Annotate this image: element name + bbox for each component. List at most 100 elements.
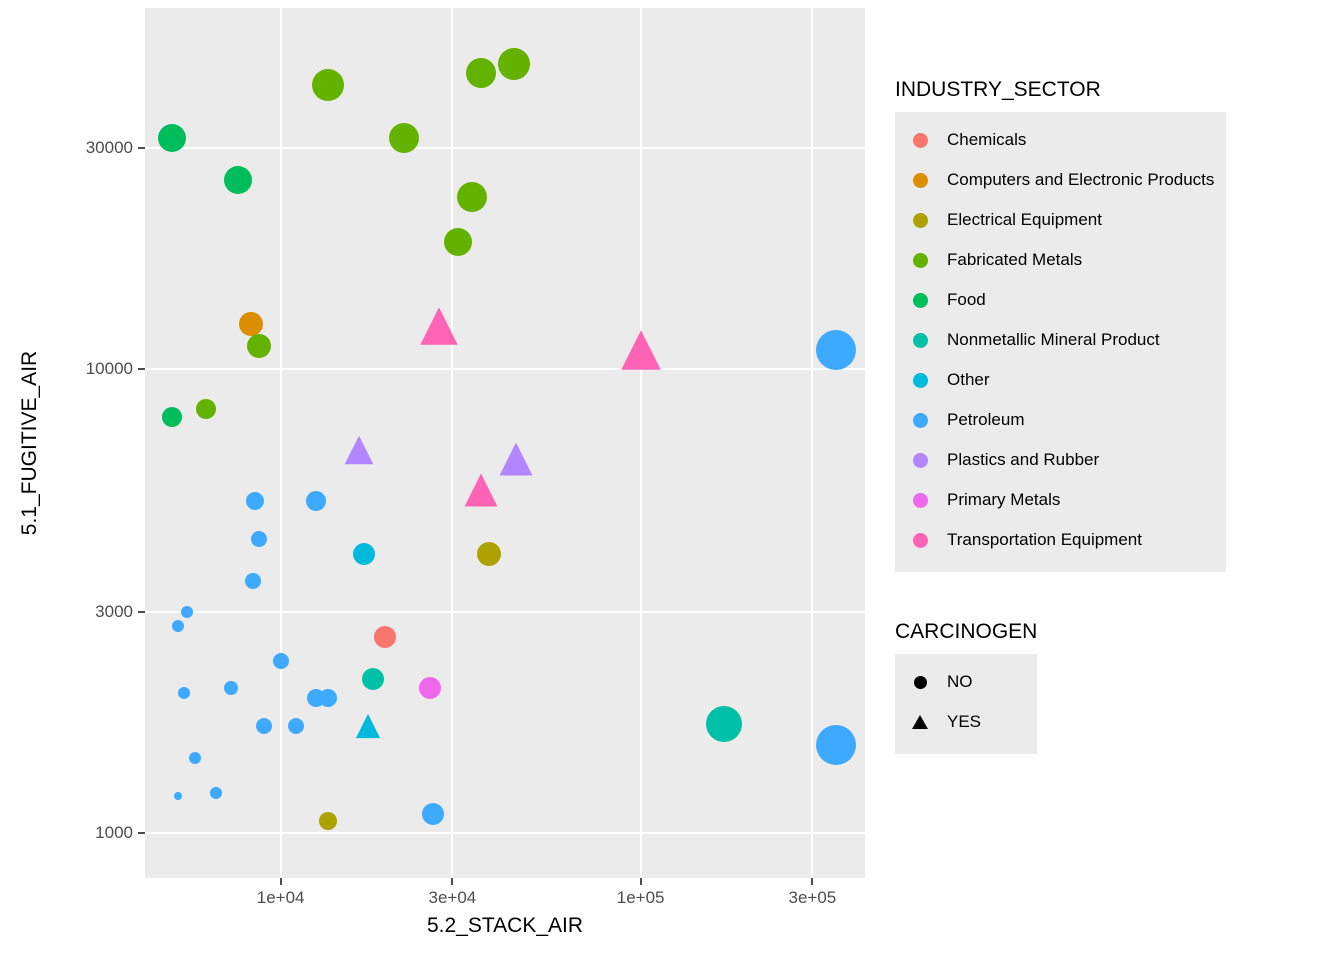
- data-point: [422, 803, 444, 825]
- y-gridline: [145, 611, 865, 613]
- y-tick-mark: [138, 368, 145, 370]
- y-tick-mark: [138, 147, 145, 149]
- data-point: [273, 653, 289, 669]
- data-point: [477, 542, 501, 566]
- legend-sector-box: ChemicalsComputers and Electronic Produc…: [895, 112, 1226, 572]
- legend-color-swatch: [907, 253, 933, 268]
- legend-color-swatch: [907, 373, 933, 388]
- data-point: [499, 442, 532, 475]
- data-point: [345, 435, 374, 464]
- x-gridline: [640, 8, 642, 878]
- y-gridline: [145, 832, 865, 834]
- data-point: [621, 330, 661, 370]
- y-tick-label: 10000: [86, 359, 133, 379]
- data-point: [362, 668, 384, 690]
- data-point: [816, 330, 856, 370]
- legend-item-label: Primary Metals: [947, 490, 1060, 510]
- legend-item-label: Fabricated Metals: [947, 250, 1082, 270]
- data-point: [444, 228, 472, 256]
- legend-item: Petroleum: [907, 400, 1214, 440]
- y-tick-label: 3000: [95, 602, 133, 622]
- legend-item-label: Electrical Equipment: [947, 210, 1102, 230]
- data-point: [420, 307, 457, 344]
- legend-carcinogen-title: CARCINOGEN: [895, 620, 1037, 644]
- data-point: [498, 48, 530, 80]
- x-gridline: [811, 8, 813, 878]
- legend-item: Food: [907, 280, 1214, 320]
- data-point: [210, 787, 222, 799]
- legend-carcinogen-box: NO YES: [895, 654, 1037, 754]
- legend-sector-title: INDUSTRY_SECTOR: [895, 78, 1226, 102]
- legend-item-label: Food: [947, 290, 986, 310]
- y-tick-mark: [138, 832, 145, 834]
- legend-color-swatch: [907, 333, 933, 348]
- data-point: [353, 543, 375, 565]
- legend-item-label: NO: [947, 672, 973, 692]
- y-axis-title: 5.1_FUGITIVE_AIR: [18, 351, 42, 535]
- legend-item: Computers and Electronic Products: [907, 160, 1214, 200]
- x-tick-label: 1e+04: [257, 888, 305, 908]
- data-point: [816, 725, 856, 765]
- data-point: [178, 687, 190, 699]
- legend-industry-sector: INDUSTRY_SECTOR ChemicalsComputers and E…: [895, 78, 1226, 572]
- data-point: [312, 69, 344, 101]
- data-point: [246, 492, 264, 510]
- data-point: [356, 714, 380, 738]
- data-point: [251, 531, 267, 547]
- legend-color-swatch: [907, 413, 933, 428]
- legend-color-swatch: [907, 533, 933, 548]
- x-tick-label: 1e+05: [617, 888, 665, 908]
- legend-color-swatch: [907, 133, 933, 148]
- legend-color-swatch: [907, 213, 933, 228]
- x-gridline: [280, 8, 282, 878]
- data-point: [319, 812, 337, 830]
- x-tick-mark: [280, 878, 282, 885]
- legend-color-swatch: [907, 173, 933, 188]
- legend-item-label: Petroleum: [947, 410, 1024, 430]
- legend-item: Other: [907, 360, 1214, 400]
- data-point: [189, 752, 201, 764]
- legend-item: Plastics and Rubber: [907, 440, 1214, 480]
- data-point: [457, 182, 487, 212]
- chart-container: 5.2_STACK_AIR 5.1_FUGITIVE_AIR INDUSTRY_…: [0, 0, 1344, 960]
- legend-item-label: Plastics and Rubber: [947, 450, 1099, 470]
- data-point: [256, 718, 272, 734]
- legend-item: YES: [907, 702, 1025, 742]
- data-point: [247, 334, 271, 358]
- legend-carcinogen: CARCINOGEN NO YES: [895, 620, 1037, 754]
- legend-item-label: Nonmetallic Mineral Product: [947, 330, 1160, 350]
- legend-item: Electrical Equipment: [907, 200, 1214, 240]
- data-point: [239, 312, 263, 336]
- data-point: [306, 491, 326, 511]
- y-tick-mark: [138, 611, 145, 613]
- data-point: [466, 58, 496, 88]
- legend-shape-swatch: [907, 715, 933, 729]
- data-point: [174, 792, 182, 800]
- x-tick-label: 3e+04: [429, 888, 477, 908]
- x-gridline: [451, 8, 453, 878]
- data-point: [706, 706, 742, 742]
- plot-panel: [145, 8, 865, 878]
- legend-item-label: Other: [947, 370, 990, 390]
- legend-item: Chemicals: [907, 120, 1214, 160]
- legend-item: Fabricated Metals: [907, 240, 1214, 280]
- data-point: [158, 124, 186, 152]
- data-point: [172, 620, 184, 632]
- y-tick-label: 1000: [95, 823, 133, 843]
- legend-item: Primary Metals: [907, 480, 1214, 520]
- data-point: [374, 626, 396, 648]
- x-tick-mark: [640, 878, 642, 885]
- data-point: [245, 573, 261, 589]
- x-axis-title: 5.2_STACK_AIR: [427, 914, 583, 938]
- data-point: [181, 606, 193, 618]
- legend-item: Transportation Equipment: [907, 520, 1214, 560]
- data-point: [464, 473, 497, 506]
- legend-item: Nonmetallic Mineral Product: [907, 320, 1214, 360]
- legend-color-swatch: [907, 493, 933, 508]
- data-point: [224, 681, 238, 695]
- data-point: [288, 718, 304, 734]
- legend-color-swatch: [907, 293, 933, 308]
- data-point: [162, 407, 182, 427]
- x-tick-mark: [811, 878, 813, 885]
- x-tick-label: 3e+05: [789, 888, 837, 908]
